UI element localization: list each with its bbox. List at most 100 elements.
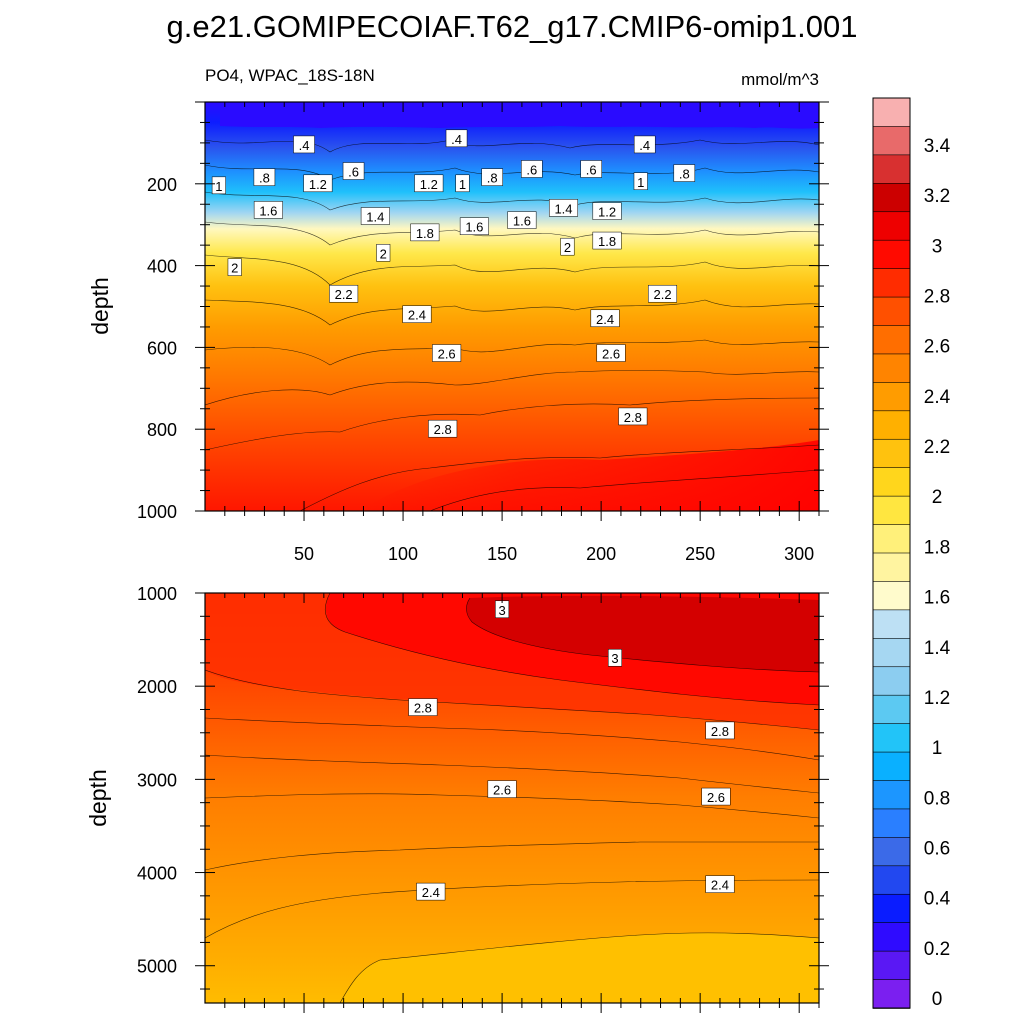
colorbar-swatch: [872, 893, 911, 924]
contour-label: .6: [580, 160, 602, 178]
contour-label: 1: [211, 176, 226, 195]
contour-label-text: 2.8: [711, 724, 729, 739]
contour-label: 2.4: [705, 875, 735, 893]
contour-label-box: [342, 162, 365, 180]
contour-label: .4: [293, 135, 315, 154]
contour-label-box: [592, 231, 622, 250]
contour-label: 2: [376, 244, 391, 262]
contour-label-box: [507, 211, 537, 229]
colorbar-swatch: [872, 723, 911, 753]
contour-label-box: [607, 648, 622, 667]
contour-label-box: [580, 160, 602, 178]
colorbar-swatch: [872, 751, 911, 782]
colorbar-swatch: [872, 438, 911, 469]
contour-label-text: 2.8: [624, 410, 642, 425]
contour-label: 1.2: [303, 174, 333, 193]
contour-label-box: [705, 875, 735, 893]
contour-label-text: 3: [498, 603, 505, 618]
colorbar-swatch: [872, 950, 911, 981]
top-panel: .4 .4 .4 .8 .6 .8 .6 .6 .8 1 1.2 1.2 1 1 1.4 1.2 1.6 1.4 1…: [87, 101, 829, 564]
contour-label-box: [211, 176, 226, 195]
subtitle-left: PO4, WPAC_18S-18N: [205, 66, 375, 85]
contour-label-box: [329, 284, 359, 303]
contour-label: 1.4: [360, 207, 390, 225]
bottom-gt-3.2-region: [466, 595, 819, 672]
contour-label-box: [445, 129, 468, 148]
contour-label-text: 2.8: [414, 701, 432, 716]
contour-label-text: 2.6: [602, 347, 620, 362]
contour-label: .4: [633, 135, 656, 154]
x-tick-label: 200: [586, 544, 616, 564]
contour-label-box: [487, 780, 517, 798]
colorbar-swatch: [872, 638, 911, 668]
colorbar-tick-label: 2.4: [924, 387, 951, 408]
bottom-lt-2.4-region: [340, 932, 819, 1003]
contour-label: .6: [521, 160, 543, 178]
contour-label-box: [633, 135, 656, 154]
contour-label: 1.6: [459, 217, 489, 235]
contour-label-box: [560, 237, 575, 256]
colorbar-swatch: [872, 183, 911, 213]
contour-label-text: 3: [611, 651, 618, 666]
x-tick-label: 300: [784, 544, 814, 564]
colorbar-swatch: [872, 609, 911, 640]
colorbar-tick-label: 0: [932, 989, 943, 1010]
contour-label-text: .4: [451, 132, 462, 147]
y-tick-label: 3000: [137, 770, 177, 790]
colorbar-tick-label: 2.2: [924, 437, 950, 458]
contour-label-text: .6: [348, 165, 359, 180]
y-tick-label: 1000: [137, 584, 177, 604]
contour-label-text: 1.4: [554, 201, 572, 216]
colorbar-swatch: [872, 666, 911, 696]
contour-label: 1.6: [253, 201, 283, 219]
bottom-y-axis-label: depth: [85, 769, 111, 827]
bottom-plot-frame: [204, 592, 820, 1004]
contour-label-text: 1.4: [366, 210, 384, 225]
top-y-axis-label: depth: [87, 277, 113, 335]
y-tick-label: 600: [147, 338, 177, 358]
contour-label: .6: [342, 162, 365, 180]
contour-label: 2.6: [701, 787, 731, 806]
contour-label-box: [673, 164, 696, 182]
contour-label-box: [701, 787, 731, 806]
contour-label: 2.2: [329, 284, 359, 303]
contour-label: 2.6: [432, 344, 462, 362]
contour-label-text: 2.2: [335, 287, 353, 302]
contour-label-box: [408, 698, 438, 716]
contour-label-box: [705, 721, 735, 740]
contour-label: 2: [560, 237, 575, 256]
contour-label-box: [590, 309, 620, 328]
contour-label-text: 2.4: [711, 878, 729, 893]
colorbar-swatch: [872, 239, 911, 270]
bottom-x-axis: [224, 593, 820, 1013]
contour-label-box: [293, 135, 315, 154]
colorbar-frame: [872, 97, 911, 1009]
colorbar-tick-label: 0.2: [924, 939, 950, 960]
contour-label: 2.8: [618, 407, 648, 426]
x-tick-label: 150: [487, 544, 517, 564]
contour-label-box: [432, 344, 462, 362]
contour-label-box: [648, 284, 678, 303]
contour-label-box: [618, 407, 648, 426]
contour-label-box: [303, 174, 333, 193]
contour-label: 2.4: [402, 305, 432, 323]
top-plot-field: [205, 102, 819, 511]
colorbar-tick-label: 1.8: [924, 537, 950, 558]
contour-label: 1.8: [410, 223, 440, 242]
contour-label: 2.6: [487, 780, 517, 798]
contour-label-text: 2.4: [408, 308, 426, 323]
colorbar-swatch: [872, 979, 911, 1009]
contour-label: .8: [673, 164, 696, 182]
contour-label: 1.6: [507, 211, 537, 229]
contour-label: 2.6: [596, 344, 626, 362]
y-tick-label: 200: [147, 175, 177, 195]
colorbar-swatch: [872, 353, 911, 384]
colorbar-swatch: [872, 865, 911, 896]
colorbar-swatch: [872, 154, 911, 185]
top-surface-core: [220, 102, 819, 129]
contour-label-box: [416, 882, 446, 901]
colorbar-tick-label: 0.4: [924, 889, 951, 910]
contour-label: 2.8: [408, 698, 438, 716]
colorbar-swatch: [872, 581, 911, 611]
contour-label-text: 2.2: [653, 287, 671, 302]
